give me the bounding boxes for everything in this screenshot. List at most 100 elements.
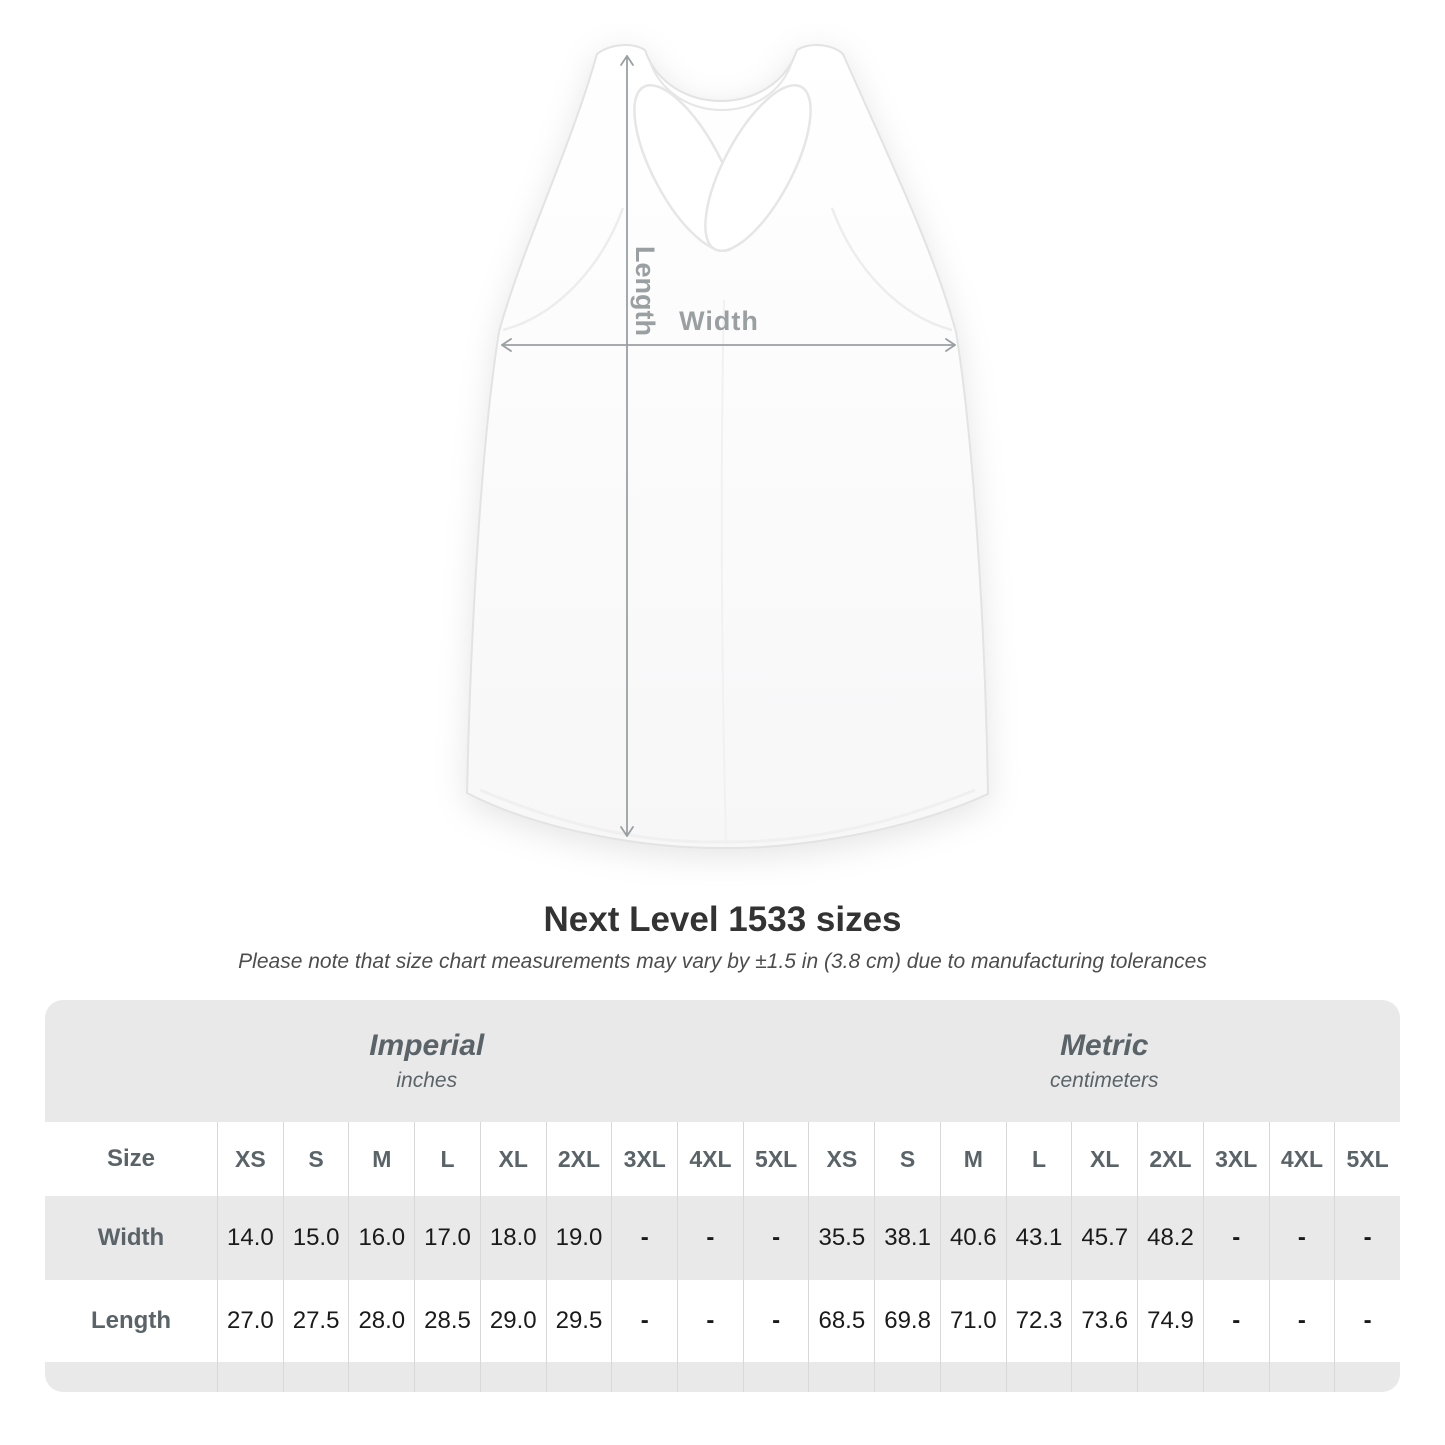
size-table: Imperial inches Metric centimeters Size X…: [45, 1000, 1400, 1392]
imperial-unit-label: inches: [396, 1069, 458, 1092]
table-cell: 18.0: [479, 1196, 546, 1280]
table-cell: 5XL: [1334, 1122, 1400, 1196]
table-cell: 72.3: [1005, 1280, 1072, 1362]
table-cell: [611, 1362, 677, 1392]
length-label: Length: [630, 246, 660, 336]
hem-shadow: [479, 788, 976, 844]
table-cell: 4XL: [677, 1122, 743, 1196]
table-cell: 73.6: [1071, 1280, 1137, 1362]
table-cell: -: [677, 1196, 743, 1280]
table-cell: 27.5: [282, 1280, 349, 1362]
imperial-label: Imperial: [369, 1029, 485, 1062]
table-cell: 16.0: [348, 1196, 414, 1280]
unit-header-band: Imperial inches Metric centimeters: [45, 1000, 1400, 1122]
table-cell: XS: [217, 1122, 283, 1196]
neckband-seam: [649, 61, 793, 111]
table-cell: 28.0: [348, 1280, 414, 1362]
table-cell: 35.5: [808, 1196, 874, 1280]
table-cell: [1334, 1362, 1400, 1392]
table-cell: M: [348, 1122, 414, 1196]
table-cell: 40.6: [939, 1196, 1006, 1280]
tank-top-silhouette: [465, 44, 990, 850]
length-arrow: [620, 55, 634, 837]
table-cell: M: [939, 1122, 1006, 1196]
table-cell: -: [1202, 1196, 1269, 1280]
table-cell: XS: [808, 1122, 874, 1196]
table-cell: [1268, 1362, 1335, 1392]
table-cell: [742, 1362, 809, 1392]
table-cell: 4XL: [1268, 1122, 1335, 1196]
size-table-grid: Size XS S M L XL 2XL 3XL 4XL 5XL XS S M L XL 2XL 3XL 4XL 5…: [45, 1122, 1400, 1392]
table-cell: [1071, 1362, 1137, 1392]
table-cell: 74.9: [1137, 1280, 1203, 1362]
table-cell: [545, 1362, 612, 1392]
table-cell: [217, 1362, 283, 1392]
table-cell: 29.5: [545, 1280, 612, 1362]
table-cell: -: [611, 1280, 677, 1362]
table-cell: -: [1268, 1280, 1335, 1362]
table-cell: -: [1334, 1196, 1400, 1280]
table-cell: 71.0: [939, 1280, 1006, 1362]
table-cell: [479, 1362, 546, 1392]
table-cell: [939, 1362, 1006, 1392]
table-cell: [348, 1362, 414, 1392]
table-footer-row: [45, 1362, 1400, 1392]
metric-header: Metric centimeters: [809, 1000, 1401, 1122]
product-diagram: Length Width: [465, 44, 990, 850]
table-cell: 15.0: [282, 1196, 349, 1280]
table-cell: [282, 1362, 349, 1392]
table-cell: 27.0: [217, 1280, 283, 1362]
row-label: Width: [97, 1224, 165, 1251]
table-cell: [414, 1362, 480, 1392]
row-label: Size: [106, 1145, 156, 1172]
table-cell: 2XL: [1137, 1122, 1203, 1196]
table-cell: S: [874, 1122, 940, 1196]
tank-top-image: [465, 44, 990, 850]
table-cell: 28.5: [414, 1280, 480, 1362]
imperial-header: Imperial inches: [45, 1000, 809, 1122]
table-cell: XL: [479, 1122, 546, 1196]
right-armhole-seam: [830, 207, 953, 332]
table-cell: 38.1: [874, 1196, 940, 1280]
table-cell: L: [1005, 1122, 1072, 1196]
fabric-crease: [720, 299, 727, 845]
table-cell: 2XL: [545, 1122, 612, 1196]
right-armhole-opening: [704, 83, 812, 253]
table-cell: -: [1334, 1280, 1400, 1362]
table-cell: [1137, 1362, 1203, 1392]
table-cell: 43.1: [1005, 1196, 1072, 1280]
table-cell: 48.2: [1137, 1196, 1203, 1280]
table-cell: -: [1268, 1196, 1335, 1280]
table-cell: L: [414, 1122, 480, 1196]
table-cell: [677, 1362, 743, 1392]
left-armhole-seam: [502, 207, 625, 332]
length-row: Length 27.0 27.5 28.0 28.5 29.0 29.5- - -68.5 69.…: [45, 1280, 1400, 1362]
table-cell: 14.0: [217, 1196, 283, 1280]
tolerance-note: Please note that size chart measurements…: [238, 950, 1207, 973]
row-label: Length: [91, 1307, 171, 1334]
table-cell: -: [677, 1280, 743, 1362]
width-row: Width 14.0 15.0 16.0 17.0 18.0 19.0- - -35.5 38.1…: [45, 1196, 1400, 1280]
table-cell: [874, 1362, 940, 1392]
table-cell: 17.0: [414, 1196, 480, 1280]
page-title: Next Level 1533 sizes: [543, 900, 902, 939]
table-cell: 5XL: [742, 1122, 809, 1196]
table-cell: 29.0: [479, 1280, 546, 1362]
table-cell: [808, 1362, 874, 1392]
table-cell: [1005, 1362, 1072, 1392]
metric-unit-label: centimeters: [1049, 1069, 1159, 1092]
table-cell: 3XL: [1202, 1122, 1269, 1196]
table-cell: -: [1202, 1280, 1269, 1362]
width-label: Width: [679, 306, 759, 336]
table-cell: S: [282, 1122, 349, 1196]
table-cell: 68.5: [808, 1280, 874, 1362]
table-cell: 19.0: [545, 1196, 612, 1280]
width-arrow: [501, 338, 956, 352]
table-cell: -: [611, 1196, 677, 1280]
table-cell: -: [742, 1280, 809, 1362]
table-cell: 3XL: [611, 1122, 677, 1196]
table-cell: 45.7: [1071, 1196, 1137, 1280]
metric-label: Metric: [1060, 1029, 1149, 1062]
row-label: [45, 1362, 217, 1392]
